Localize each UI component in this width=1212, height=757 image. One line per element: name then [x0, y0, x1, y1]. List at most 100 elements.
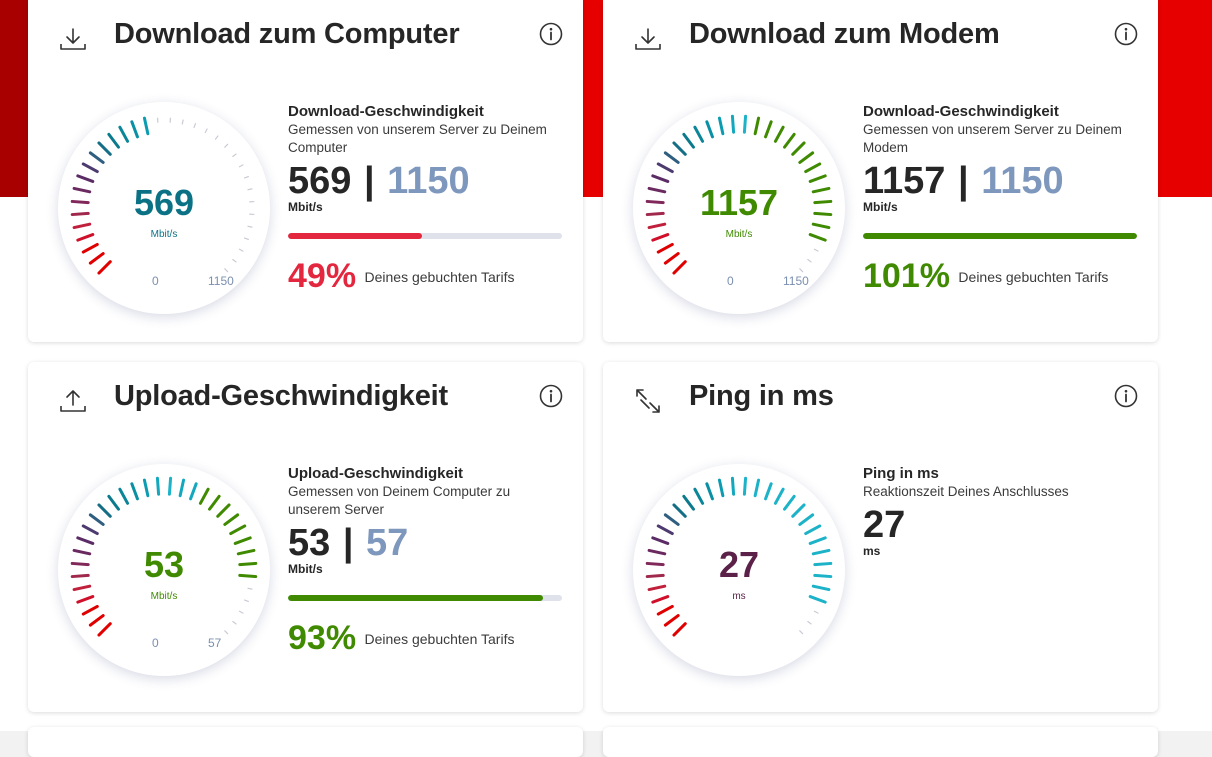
info-icon[interactable]	[539, 384, 563, 408]
gauge-tick-lit	[658, 244, 672, 252]
gauge-tick-lit	[120, 489, 128, 503]
value-unit: Mbit/s	[863, 200, 1143, 214]
gauge-tick-lit	[755, 480, 758, 496]
tariff-progress-fill	[288, 595, 543, 601]
gauge-value: 1157	[633, 182, 845, 224]
gauge-tick-lit	[674, 262, 685, 273]
measured-value: 1157	[863, 160, 945, 202]
value-unit: Mbit/s	[288, 562, 568, 576]
gauge-tick-lit	[674, 143, 685, 154]
value-separator: |	[958, 160, 969, 202]
gauge-tick-lit	[665, 153, 678, 163]
gauge-tick-lit	[755, 118, 758, 134]
gauge-tick-lit	[719, 480, 722, 496]
gauge-tick-lit	[83, 606, 97, 614]
gauge-tick	[182, 120, 183, 124]
gauge-tick	[239, 165, 243, 167]
info-icon[interactable]	[539, 22, 563, 46]
gauge-tick-lit	[665, 254, 678, 264]
gauge-tick-lit	[649, 586, 665, 589]
booked-value: 1150	[387, 160, 469, 202]
gauge-tick-lit	[180, 480, 183, 496]
gauge-tick-lit	[810, 538, 825, 544]
metric-description: Gemessen von unserem Server zu Deinem Co…	[288, 121, 566, 157]
gauge-tick-lit	[653, 176, 668, 182]
gauge-tick-lit	[813, 586, 829, 589]
gauge-tick-lit	[132, 484, 138, 499]
gauge-tick-lit	[83, 244, 97, 252]
gauge-tick	[808, 622, 811, 624]
metric-title: Ping in ms	[863, 465, 1143, 483]
gauge-min-label: 0	[152, 274, 159, 288]
value-unit: ms	[863, 544, 1143, 558]
gauge-tick-lit	[235, 538, 250, 544]
gauge-tick-lit	[674, 505, 685, 516]
gauge-tick-lit	[74, 224, 90, 227]
gauge-tick-lit	[658, 526, 672, 534]
gauge-tick	[245, 177, 249, 178]
gauge-tick-lit	[231, 526, 245, 534]
gauge-value: 569	[58, 182, 270, 224]
tariff-percent: 49%	[288, 257, 356, 295]
gauge-value: 53	[58, 544, 270, 586]
gauge-tick-lit	[806, 164, 820, 172]
gauge-tick	[233, 622, 236, 624]
gauge-tick-lit	[785, 496, 795, 509]
gauge-tick	[225, 144, 228, 147]
gauge-tick-lit	[800, 515, 813, 525]
upload-icon	[58, 386, 88, 416]
gauge-unit: Mbit/s	[58, 591, 270, 602]
ping-arrows-icon	[633, 386, 663, 416]
speed-gauge: 569 Mbit/s 0 1150	[58, 102, 270, 314]
gauge-tick-lit	[144, 480, 147, 496]
card-title: Ping in ms	[689, 380, 834, 413]
gauge-min-label: 0	[152, 636, 159, 650]
info-icon[interactable]	[1114, 22, 1138, 46]
gauge-tick-lit	[658, 164, 672, 172]
gauge-tick-lit	[707, 122, 713, 137]
gauge-max-label: 57	[208, 636, 221, 650]
gauge-tick-lit	[684, 496, 694, 509]
gauge-tick	[239, 611, 243, 613]
tariff-percent-row: 93% Deines gebuchten Tarifs	[288, 619, 568, 658]
ping-gauge: 27 ms	[633, 464, 845, 676]
gauge-tick-lit	[766, 122, 772, 137]
gauge-tick-lit	[695, 127, 703, 141]
gauge-tick	[216, 136, 218, 139]
gauge-tick-lit	[157, 478, 158, 494]
gauge-tick	[248, 226, 252, 227]
gauge-tick-lit	[218, 505, 229, 516]
measured-vs-booked: 1157 | 1150	[863, 160, 1143, 202]
gauge-tick-lit	[83, 164, 97, 172]
tariff-percent-row: 49% Deines gebuchten Tarifs	[288, 257, 568, 296]
gauge-tick-lit	[99, 262, 110, 273]
metric-details: Download-Geschwindigkeit Gemessen von un…	[288, 103, 568, 296]
gauge-max-label: 1150	[208, 274, 234, 288]
tariff-progress-fill	[863, 233, 1137, 239]
gauge-tick-lit	[766, 484, 772, 499]
value-separator: |	[364, 160, 375, 202]
info-icon[interactable]	[1114, 384, 1138, 408]
gauge-tick-lit	[793, 505, 804, 516]
download-computer-card: Download zum Computer 569 Mbit/s 0 1150 …	[28, 0, 583, 342]
metric-description: Gemessen von Deinem Computer zu unserem …	[288, 483, 566, 519]
gauge-tick	[808, 260, 811, 262]
gauge-tick-lit	[707, 484, 713, 499]
card-title: Download zum Modem	[689, 18, 1000, 51]
tariff-progress-bar	[288, 595, 562, 601]
gauge-min-label: 0	[727, 274, 734, 288]
gauge-tick-lit	[78, 538, 93, 544]
tariff-progress-bar	[288, 233, 562, 239]
next-card-partial	[28, 727, 583, 757]
booked-value: 1150	[981, 160, 1063, 202]
value-unit: Mbit/s	[288, 200, 568, 214]
gauge-tick	[205, 129, 207, 133]
gauge-tick	[239, 249, 243, 251]
gauge-tick-lit	[90, 515, 103, 525]
gauge-tick-lit	[810, 176, 825, 182]
gauge-max-label: 1150	[783, 274, 809, 288]
gauge-tick	[814, 249, 818, 251]
next-card-partial	[603, 727, 1158, 757]
gauge-tick	[800, 631, 803, 634]
gauge-unit: Mbit/s	[633, 229, 845, 240]
